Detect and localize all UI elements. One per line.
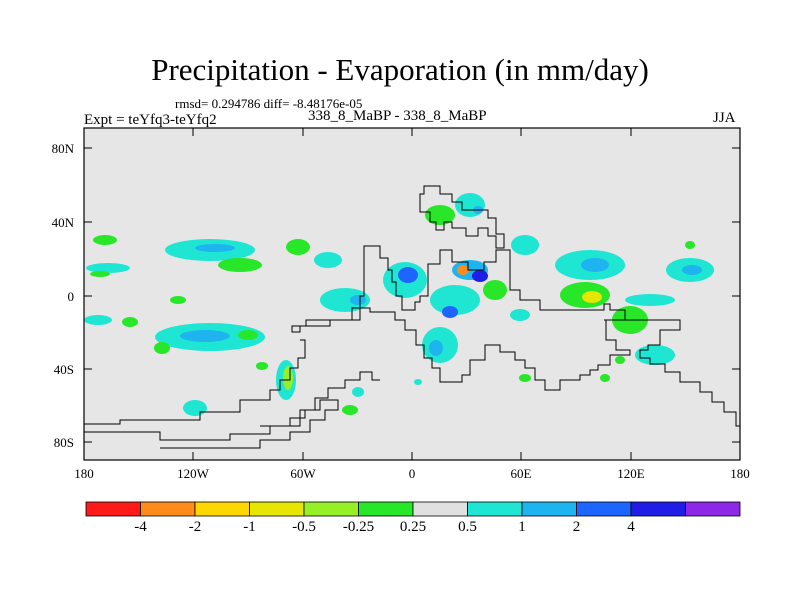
- colorbar-swatch: [303, 501, 359, 517]
- blob: [352, 387, 364, 397]
- colorbar-label: -0.5: [292, 519, 316, 535]
- colorbar-label: -1: [243, 519, 256, 535]
- colorbar-label: -0.25: [342, 519, 375, 535]
- blob: [625, 294, 675, 306]
- blob: [414, 379, 422, 385]
- blob: [93, 235, 117, 245]
- stats-line: rmsd= 0.294786 diff= -8.48176e-05: [175, 96, 363, 111]
- lon-label: 120W: [177, 466, 209, 481]
- blob: [582, 291, 602, 303]
- colorbar-swatch: [412, 501, 468, 517]
- continent-east: [604, 319, 740, 427]
- blob: [685, 241, 695, 249]
- colorbar-swatch: [194, 501, 250, 517]
- blob: [472, 270, 488, 282]
- blob: [457, 265, 469, 275]
- lon-label: 180: [74, 466, 94, 481]
- continent-north: [419, 185, 505, 249]
- blob: [86, 263, 130, 273]
- continent-south-inner: [84, 371, 380, 441]
- lat-label: 80S: [53, 435, 74, 450]
- season-label: JJA: [713, 110, 736, 126]
- blob: [256, 362, 268, 370]
- continent-south-edge: [84, 339, 306, 425]
- blob: [218, 258, 262, 272]
- blob: [286, 239, 310, 255]
- map-title: Precipitation - Evaporation (in mm/day): [151, 52, 649, 87]
- blob: [84, 315, 112, 325]
- colorbar-label: 0.25: [399, 519, 427, 535]
- lon-label: 180: [730, 466, 750, 481]
- blob: [615, 356, 625, 364]
- experiment-label: Expt = teYfq3-teYfq2: [84, 112, 217, 128]
- colorbar-swatch: [685, 501, 741, 517]
- blob: [398, 267, 418, 283]
- colorbar-swatch: [249, 501, 305, 517]
- colorbar-swatch: [576, 501, 632, 517]
- blob: [320, 288, 370, 312]
- coastlines: [84, 185, 740, 449]
- blob: [170, 296, 186, 304]
- colorbar-label: 1: [518, 519, 526, 535]
- blob: [122, 317, 138, 327]
- lon-label: 120E: [617, 466, 645, 481]
- lat-label: 40N: [51, 215, 74, 230]
- blob: [442, 306, 458, 318]
- blob: [682, 265, 702, 275]
- blob: [483, 280, 507, 300]
- colorbar-label: 4: [627, 519, 635, 535]
- field-blobs: [84, 193, 714, 416]
- colorbar-label: 0.5: [458, 519, 477, 535]
- lon-label: 60W: [290, 466, 316, 481]
- blob: [314, 252, 342, 268]
- colorbar-label: 2: [572, 519, 581, 535]
- blob: [90, 271, 110, 277]
- lat-label: 0: [67, 289, 75, 304]
- blob: [429, 340, 443, 356]
- lat-label: 40S: [53, 362, 74, 377]
- blob: [154, 342, 170, 354]
- colorbar-label: -4: [134, 519, 147, 535]
- blob: [350, 295, 366, 305]
- blob: [425, 205, 455, 225]
- colorbar-label: -2: [188, 519, 202, 535]
- continent-south-island: [160, 399, 339, 449]
- blob: [430, 285, 480, 315]
- lat-label: 80N: [51, 141, 74, 156]
- blob: [511, 235, 539, 255]
- blob: [635, 345, 675, 365]
- lon-label: 0: [408, 466, 416, 481]
- blob: [180, 330, 230, 342]
- blob: [283, 366, 293, 390]
- blob: [342, 405, 358, 415]
- blob: [581, 258, 609, 272]
- ticks: [84, 128, 740, 460]
- colorbar-swatch: [358, 501, 414, 517]
- colorbar-swatch: [521, 501, 577, 517]
- difference-label: 338_8_MaBP - 338_8_MaBP: [308, 108, 487, 124]
- blob: [183, 400, 207, 416]
- continent-main: [291, 245, 631, 391]
- blob: [600, 374, 610, 382]
- blob: [510, 309, 530, 321]
- blob: [238, 330, 258, 340]
- colorbar: [85, 501, 741, 517]
- colorbar-swatch: [85, 501, 141, 517]
- blob: [519, 374, 531, 382]
- lon-label: 60E: [510, 466, 532, 481]
- colorbar-swatch: [467, 501, 523, 517]
- colorbar-swatch: [140, 501, 196, 517]
- colorbar-swatch: [630, 501, 686, 517]
- blob: [195, 244, 235, 252]
